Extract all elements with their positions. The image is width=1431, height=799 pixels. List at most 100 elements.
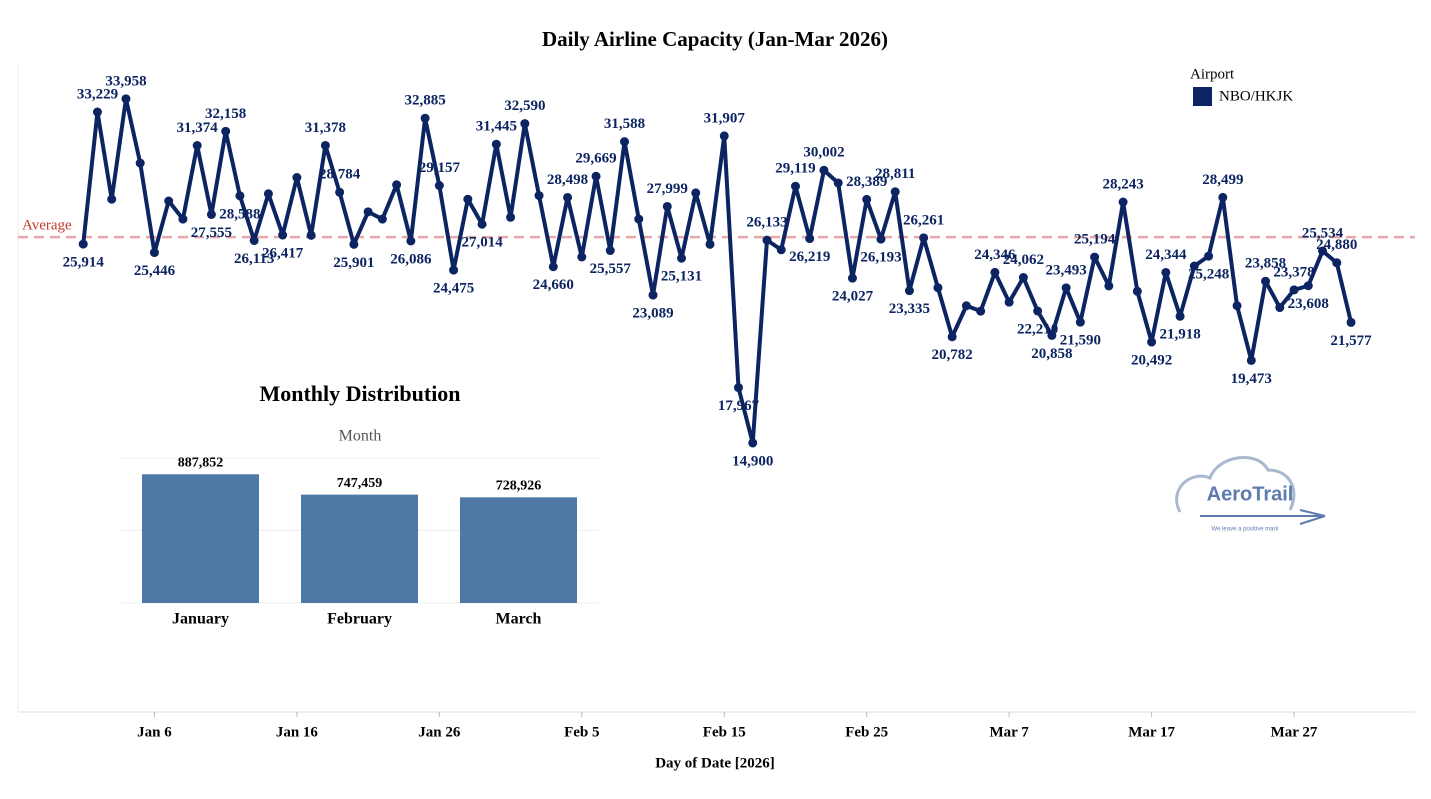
- bar: [460, 497, 577, 603]
- data-label: 29,669: [575, 151, 616, 167]
- point: [890, 187, 900, 197]
- point: [976, 306, 986, 316]
- data-label: 25,534: [1302, 225, 1344, 241]
- data-label: 20,492: [1131, 352, 1172, 368]
- point: [449, 265, 459, 275]
- bar-value-label: 728,926: [496, 479, 542, 494]
- point: [1018, 273, 1028, 283]
- data-label: 28,498: [547, 172, 588, 188]
- point: [463, 194, 473, 204]
- data-label: 21,577: [1330, 333, 1372, 349]
- bar-value-label: 887,852: [178, 455, 224, 470]
- data-label: 31,588: [604, 116, 645, 132]
- data-label: 23,858: [1245, 256, 1286, 272]
- point: [1118, 197, 1128, 207]
- point: [292, 173, 302, 183]
- logo-cloud: [1175, 456, 1296, 513]
- x-tick-label: January: [172, 611, 229, 628]
- point: [1061, 283, 1071, 293]
- point: [1218, 192, 1228, 202]
- point: [320, 140, 330, 150]
- point: [577, 252, 587, 262]
- data-label: 31,907: [704, 110, 746, 126]
- legend-label: NBO/HKJK: [1219, 88, 1293, 104]
- data-label: 23,608: [1288, 296, 1329, 312]
- point: [762, 235, 772, 245]
- point: [178, 214, 188, 224]
- point: [862, 194, 872, 204]
- point: [1161, 267, 1171, 277]
- data-label: 26,086: [390, 251, 432, 267]
- data-label: 25,914: [63, 255, 105, 271]
- data-label: 26,219: [789, 249, 830, 265]
- inset-title: Monthly Distribution: [259, 381, 460, 406]
- point: [634, 214, 644, 224]
- point: [221, 126, 231, 136]
- data-label: 23,089: [632, 306, 673, 322]
- point: [121, 94, 131, 104]
- data-label: 20,858: [1031, 346, 1072, 362]
- x-tick-label: Mar 27: [1271, 724, 1318, 740]
- data-label: 25,131: [661, 269, 702, 285]
- data-label: 31,378: [305, 120, 346, 136]
- point: [748, 438, 758, 448]
- bar: [142, 474, 259, 603]
- point: [192, 141, 202, 151]
- point: [933, 283, 943, 293]
- data-label: 31,374: [177, 120, 219, 136]
- logo-name: AeroTrail: [1207, 483, 1294, 505]
- point: [847, 273, 857, 283]
- point: [805, 234, 815, 244]
- data-label: 32,885: [404, 93, 445, 109]
- data-label: 30,002: [803, 145, 844, 161]
- legend-title: Airport: [1190, 66, 1235, 82]
- point: [620, 137, 630, 147]
- point: [1033, 306, 1043, 316]
- point: [1232, 301, 1242, 311]
- point: [819, 165, 829, 175]
- data-label: 24,027: [832, 289, 874, 305]
- data-label: 25,248: [1188, 267, 1229, 283]
- data-label: 27,999: [647, 181, 688, 197]
- data-label: 25,557: [590, 261, 632, 277]
- point: [1346, 317, 1356, 327]
- point: [278, 230, 288, 240]
- data-label: 28,499: [1202, 172, 1243, 188]
- point: [1246, 355, 1256, 365]
- point: [164, 196, 174, 206]
- data-label: 28,389: [846, 174, 887, 190]
- point: [1175, 311, 1185, 321]
- inset-subtitle: Month: [339, 428, 382, 445]
- point: [904, 286, 914, 296]
- data-label: 26,417: [262, 245, 304, 261]
- x-tick-label: March: [496, 611, 542, 628]
- x-tick-label: February: [327, 611, 392, 628]
- point: [1289, 285, 1299, 295]
- data-label: 25,446: [134, 263, 176, 279]
- point: [1204, 251, 1214, 261]
- point: [776, 245, 786, 255]
- data-label: 24,880: [1316, 237, 1357, 253]
- data-label: 23,493: [1045, 262, 1086, 278]
- point: [947, 332, 957, 342]
- point: [1275, 303, 1285, 313]
- point: [1332, 258, 1342, 268]
- point: [306, 230, 316, 240]
- point: [662, 201, 672, 211]
- chart-title: Daily Airline Capacity (Jan-Mar 2026): [542, 27, 888, 51]
- data-label: 24,475: [433, 281, 474, 297]
- point: [206, 209, 216, 219]
- point: [335, 187, 345, 197]
- point: [605, 246, 615, 256]
- data-label: 31,445: [476, 119, 517, 135]
- point: [92, 107, 102, 117]
- point: [833, 178, 843, 188]
- legend-swatch: [1193, 87, 1212, 106]
- data-label: 14,900: [732, 453, 773, 469]
- point: [876, 234, 886, 244]
- data-label: 24,660: [533, 277, 574, 293]
- data-label: 24,346: [974, 247, 1016, 263]
- bar: [301, 494, 418, 603]
- point: [691, 188, 701, 198]
